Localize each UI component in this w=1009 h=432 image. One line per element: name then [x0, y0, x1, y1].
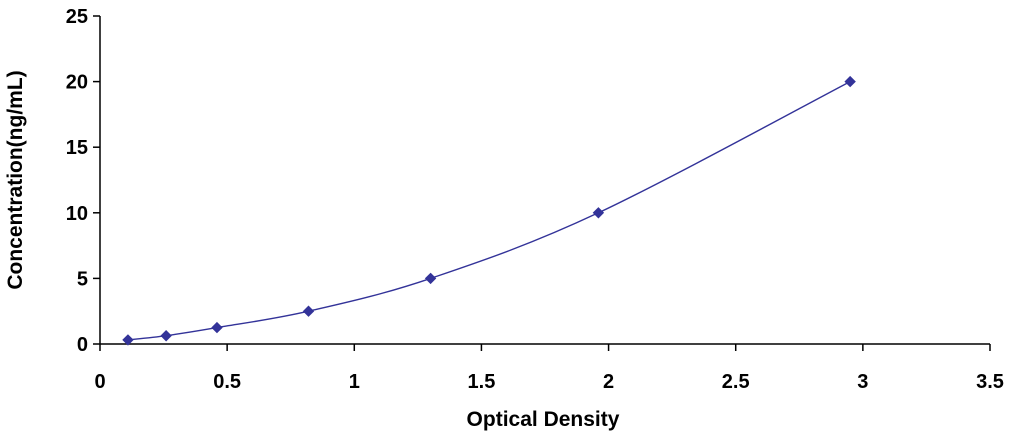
x-tick-label: 1 [349, 371, 360, 393]
y-tick-label: 5 [77, 268, 88, 290]
data-point [844, 75, 856, 88]
data-points [122, 75, 856, 346]
y-axis: 0 5 10 15 20 25 [66, 6, 101, 356]
data-point [592, 207, 605, 219]
x-tick-label: 2.5 [722, 371, 750, 393]
y-tick-label: 25 [66, 6, 88, 28]
data-point [122, 334, 134, 346]
data-point [424, 272, 437, 285]
data-point [302, 305, 315, 317]
y-tick-label: 15 [66, 137, 88, 159]
x-axis-title: Optical Density [467, 408, 620, 431]
x-tick-label: 0.5 [213, 371, 241, 393]
y-tick-label: 10 [66, 203, 88, 225]
x-tick-label: 3.5 [976, 371, 1004, 393]
data-point [160, 330, 172, 342]
x-tick-label: 3 [857, 371, 868, 393]
y-tick-label: 0 [77, 334, 88, 356]
x-tick-label: 2 [603, 371, 614, 393]
data-point [211, 321, 223, 334]
y-tick-label: 20 [66, 72, 88, 94]
y-axis-title: Concentration(ng/mL) [4, 70, 27, 289]
x-tick-label: 1.5 [468, 371, 496, 393]
series-curve [127, 80, 851, 341]
x-axis: 0 0.5 1 1.5 2 2.5 3 3.5 [94, 343, 1004, 393]
x-tick-label: 0 [94, 371, 105, 393]
